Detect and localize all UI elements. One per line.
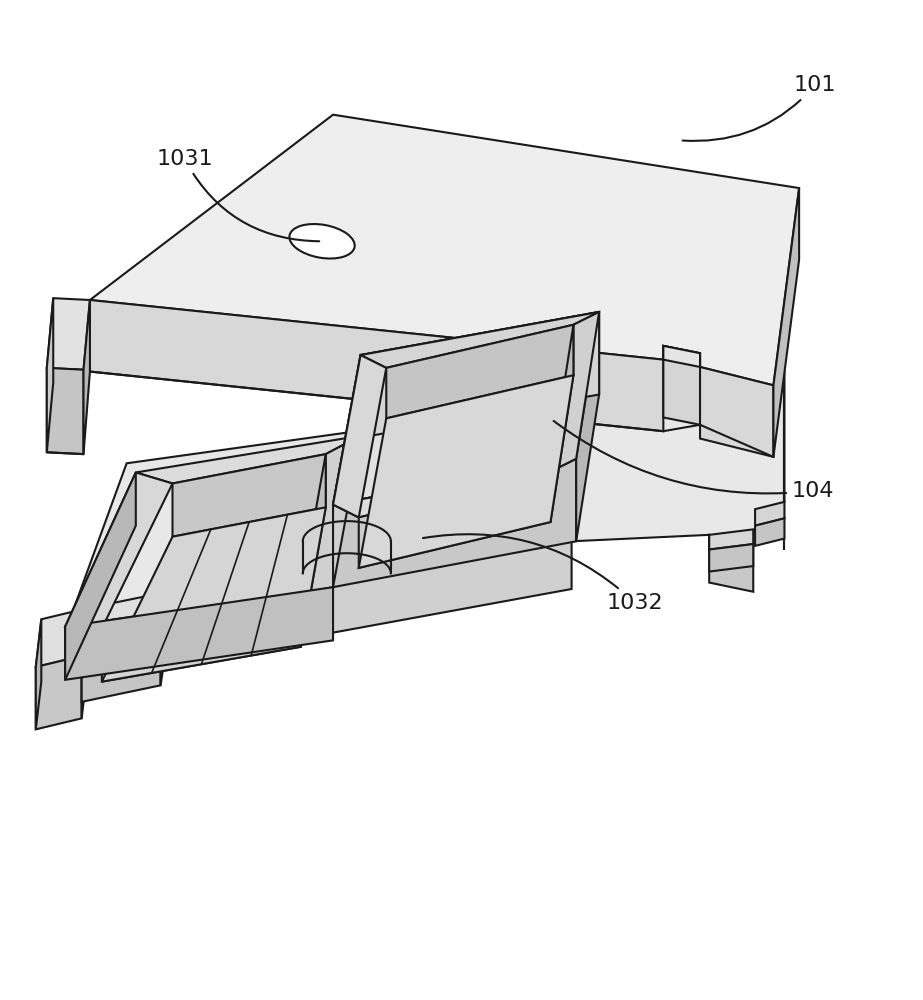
Polygon shape (161, 592, 168, 685)
Polygon shape (81, 592, 168, 656)
Polygon shape (700, 367, 773, 457)
Polygon shape (664, 346, 700, 425)
Polygon shape (709, 529, 753, 550)
Polygon shape (359, 472, 550, 568)
Polygon shape (66, 587, 333, 628)
Polygon shape (361, 312, 599, 368)
Text: 104: 104 (554, 421, 834, 501)
Polygon shape (664, 346, 700, 367)
Polygon shape (81, 608, 87, 718)
Polygon shape (136, 436, 361, 483)
Polygon shape (54, 601, 177, 713)
Polygon shape (36, 608, 87, 667)
Text: 101: 101 (683, 75, 836, 141)
Polygon shape (81, 639, 161, 702)
Polygon shape (333, 459, 576, 587)
Polygon shape (773, 188, 799, 457)
Polygon shape (196, 541, 571, 658)
Polygon shape (755, 502, 785, 526)
Polygon shape (102, 507, 326, 682)
Polygon shape (47, 298, 54, 452)
Polygon shape (333, 312, 599, 505)
Polygon shape (83, 300, 90, 454)
Polygon shape (550, 325, 573, 522)
Polygon shape (755, 518, 785, 546)
Polygon shape (301, 454, 326, 647)
Polygon shape (709, 544, 753, 572)
Polygon shape (576, 312, 599, 541)
Polygon shape (66, 587, 333, 680)
Polygon shape (333, 355, 361, 587)
Text: 1031: 1031 (156, 149, 319, 241)
Ellipse shape (290, 224, 354, 259)
Polygon shape (47, 298, 90, 370)
Polygon shape (90, 115, 799, 385)
Polygon shape (333, 459, 576, 517)
Polygon shape (47, 452, 83, 454)
Polygon shape (102, 594, 301, 682)
Polygon shape (359, 375, 573, 568)
Polygon shape (333, 355, 386, 517)
Polygon shape (66, 472, 173, 628)
Polygon shape (66, 472, 136, 680)
Polygon shape (173, 454, 326, 537)
Polygon shape (47, 368, 83, 454)
Polygon shape (709, 535, 753, 592)
Polygon shape (550, 312, 599, 472)
Polygon shape (36, 656, 81, 729)
Polygon shape (301, 436, 361, 594)
Text: 1032: 1032 (423, 534, 663, 613)
Polygon shape (386, 325, 573, 418)
Polygon shape (361, 312, 599, 438)
Polygon shape (90, 300, 664, 431)
Polygon shape (36, 619, 42, 729)
Polygon shape (54, 372, 785, 665)
